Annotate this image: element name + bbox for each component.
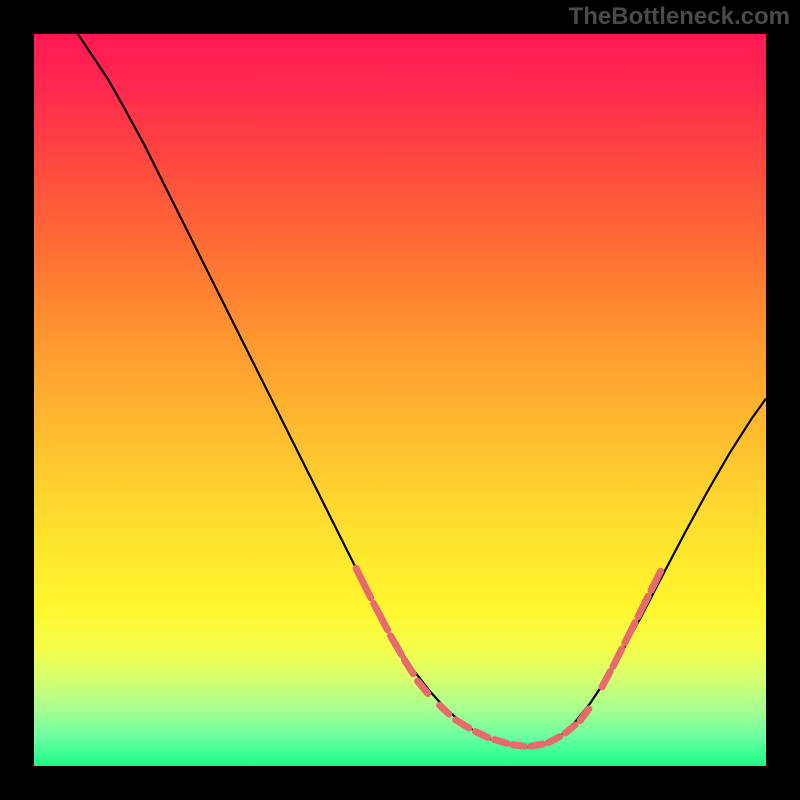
chart-frame (0, 0, 800, 800)
stage: TheBottleneck.com (0, 0, 800, 800)
watermark-text: TheBottleneck.com (569, 3, 790, 31)
